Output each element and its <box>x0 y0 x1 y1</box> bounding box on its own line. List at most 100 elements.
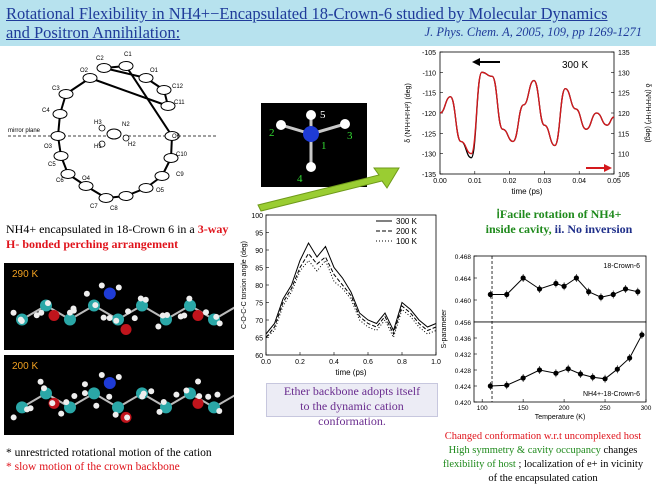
x-tick-label: 0.05 <box>607 178 621 185</box>
y-tick-label: -135 <box>422 172 436 179</box>
hydrogen-atom <box>98 372 105 378</box>
hydrogen-atom <box>113 317 120 324</box>
hydrogen-atom <box>142 296 149 303</box>
hydrogen-atom <box>205 393 212 400</box>
hydrogen-atom <box>40 385 47 392</box>
oxygen-atom <box>120 323 132 335</box>
md-temp-label-200: 200 K <box>12 361 39 372</box>
hydrogen-atom <box>10 414 17 421</box>
data-point <box>610 291 616 298</box>
plot-area <box>473 255 647 323</box>
atom-label: O2 <box>80 68 89 74</box>
atom-label: C9 <box>176 172 184 178</box>
chart-title: 300 K <box>562 60 588 71</box>
crystal-structure: C1 C2 O1 C12 C11 O2 C3 C4 H3 N2 H2 O6 C10 H1 O3 C5 C6 O4 C… <box>8 52 218 212</box>
hydrogen-atom <box>71 393 78 400</box>
x-tick-label: 200 <box>559 405 570 412</box>
plot-area <box>473 321 647 403</box>
hydrogen-atom <box>10 309 17 316</box>
hydrogen-atom <box>125 308 132 315</box>
ether-line1: Ether backbone adopts itself <box>283 384 421 398</box>
y-axis-label: S-parameter <box>441 309 448 349</box>
atom-ellipsoid <box>52 109 68 119</box>
atom-ellipsoid <box>118 191 134 201</box>
y2-tick-label: 130 <box>618 70 630 77</box>
hydrogen-atom <box>93 402 100 409</box>
y-tick-label: -120 <box>422 111 436 118</box>
hydrogen-atom <box>112 411 119 418</box>
y-tick-label: 0.464 <box>455 276 472 283</box>
y2-tick-label: 120 <box>618 111 630 118</box>
atom-ellipsoid <box>164 131 180 141</box>
data-point <box>577 371 584 377</box>
atom-label: C3 <box>52 86 60 92</box>
y-axis-label: C-O-C-C torsion angle (deg) <box>241 241 248 329</box>
hydrogen-atom <box>340 119 350 129</box>
y-tick-label: 0.428 <box>455 368 472 375</box>
atom-ellipsoid <box>163 153 179 163</box>
hydrogen-atom <box>106 393 113 400</box>
y-tick-label: 0.468 <box>455 254 472 261</box>
hydrogen-atom <box>137 295 144 302</box>
atom-ellipsoid <box>96 63 112 73</box>
legend-label: 200 K <box>396 227 418 236</box>
atom-label: H2 <box>128 142 136 148</box>
atom-label: 1 <box>321 140 327 152</box>
hydrogen-atom <box>214 391 221 398</box>
x-tick-label: 0.02 <box>503 178 517 185</box>
y-tick-label: 85 <box>255 266 263 273</box>
oxygen-atom <box>192 397 204 409</box>
x-tick-label: 0.4 <box>329 359 339 366</box>
title-line1: Rotational Flexibility in NH4+−Encapsula… <box>6 4 608 23</box>
md-temp-label-290: 290 K <box>12 269 39 280</box>
data-point <box>553 370 559 376</box>
hydrogen-atom <box>58 410 65 417</box>
plot-area <box>439 51 615 175</box>
x-tick-label: 150 <box>518 405 529 412</box>
hydrogen-atom <box>213 313 220 320</box>
s-parameter-chart: 0.456 0.460 0.464 0.468 0.420 0.424 0.428 0.432… <box>441 254 652 421</box>
facile-line1: ⅰFacile rotation of NH4+ <box>496 207 622 221</box>
carbon-atom <box>64 313 76 326</box>
x-axis-label: time (ps) <box>335 368 366 377</box>
data-point <box>573 275 579 281</box>
x-tick-label: 100 <box>477 405 488 412</box>
x-tick-label: 0.01 <box>468 178 482 185</box>
hydrogen-atom <box>49 400 56 407</box>
hydrogen-atom <box>98 140 106 148</box>
atom-ellipsoid <box>78 181 94 191</box>
data-point <box>565 366 571 372</box>
atom-label: H3 <box>94 120 102 126</box>
y-tick-label: -105 <box>422 50 436 57</box>
series-line <box>265 252 437 338</box>
y-tick-label: -110 <box>423 70 437 77</box>
atom-label: C7 <box>90 204 98 210</box>
ammonium-structure: 5 2 3 1 4 <box>269 109 353 185</box>
caption-part2: 3-way H- bonded perching arrangement <box>6 222 229 251</box>
hydrogen-atom <box>115 374 122 380</box>
nitrogen-atom <box>303 126 319 142</box>
atom-label: 2 <box>269 127 275 139</box>
hydrogen-atom <box>156 408 163 415</box>
bullet-list: * unrestricted rotational motion of the … <box>6 446 246 474</box>
data-point <box>602 376 608 382</box>
hydrogen-atom <box>115 284 122 291</box>
x-tick-label: 0.2 <box>295 359 305 366</box>
atom-label: C1 <box>124 52 132 58</box>
y-tick-label: -115 <box>423 91 437 98</box>
x-tick-label: 300 <box>641 405 652 412</box>
fit-line <box>490 334 643 387</box>
hydrogen-atom <box>160 398 167 405</box>
hydrogen-atom <box>100 314 107 321</box>
atom-ellipsoid <box>118 61 134 71</box>
legend-arrowhead <box>604 164 612 172</box>
conclusion-line3a: flexibility of host <box>442 459 516 470</box>
ether-line2: to the dynamic cation conformation. <box>300 399 404 428</box>
hydrogen-atom <box>81 390 88 397</box>
caption-part1: NH4+ encapsulated in 18-Crown 6 in a <box>6 222 198 236</box>
hydrogen-atom <box>306 110 316 120</box>
y-tick-label: 0.424 <box>455 384 472 391</box>
x-tick-label: 0.6 <box>363 359 373 366</box>
y2-axis-label: δ (N¹H³H⁵H²) (deg) <box>644 84 651 143</box>
hydrogen-atom <box>98 282 105 289</box>
